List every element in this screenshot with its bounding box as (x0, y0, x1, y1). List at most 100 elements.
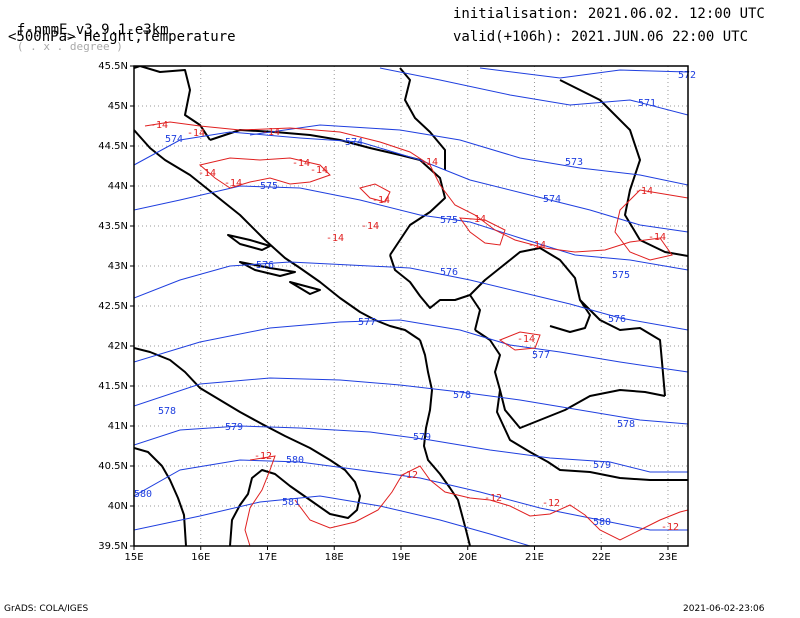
axes: 15E 16E 17E 18E 19E 20E 21E 22E 23E 39.5N 40N 40.5N… (98, 61, 677, 563)
grid-note: ( . x . degree ) (16, 40, 123, 53)
tick-label-lat: 40N (108, 501, 128, 512)
label-temp-m14a: -14 (150, 120, 168, 131)
label-height-573: 573 (565, 157, 583, 168)
label-temp-m14i: -14 (372, 195, 390, 206)
label-temp-m14f: -14 (292, 158, 310, 169)
label-height-576b: 576 (440, 267, 458, 278)
label-temp-m14d: -14 (420, 157, 438, 168)
valid-time: valid(+106h): 2021.JUN.06 22:00 UTC (453, 29, 749, 45)
coastline-italy-heel (134, 447, 187, 546)
contour-576 (134, 261, 688, 331)
tick-label-lat: 41.5N (98, 381, 128, 392)
label-height-577b: 577 (532, 350, 550, 361)
label-temp-m14g: -14 (224, 178, 242, 189)
contour-575 (134, 185, 688, 271)
label-temp-m14o: -14 (648, 232, 666, 243)
contour-578 (134, 377, 688, 425)
contour-572 (479, 67, 688, 79)
tick-label-lat: 45.5N (98, 61, 128, 72)
border-macedonia (474, 329, 666, 429)
coastline-albania (419, 339, 471, 546)
label-height-580b: 580 (286, 455, 304, 466)
label-temp-m14c: -14 (262, 127, 280, 138)
label-height-571: 571 (638, 98, 656, 109)
contour-571 (379, 67, 688, 116)
island-hvar (227, 234, 271, 251)
label-temp-m14e: -14 (198, 168, 216, 179)
tick-label-lat: 43N (108, 261, 128, 272)
border-montenegro (389, 254, 481, 331)
label-temp-m14m: -14 (528, 240, 546, 251)
label-height-579a: 579 (225, 422, 243, 433)
label-height-578b: 578 (453, 390, 471, 401)
label-temp-m12d: -12 (542, 498, 560, 509)
footer-credit: GrADS: COLA/IGES (4, 604, 89, 614)
label-height-578c: 578 (617, 419, 635, 430)
contour-580 (134, 459, 688, 531)
label-height-576c: 576 (608, 314, 626, 325)
isotherm-m12-b (294, 465, 688, 541)
island-korcula (239, 261, 296, 277)
tick-label-lat: 40.5N (98, 461, 128, 472)
tick-label-lat: 42.5N (98, 301, 128, 312)
isotherm-m14-a (144, 121, 688, 261)
tick-label-lon: 17E (258, 552, 277, 563)
label-height-574a: 574 (165, 134, 183, 145)
border-romania (559, 79, 688, 257)
contour-577 (134, 319, 688, 373)
label-temp-m14p: -14 (517, 334, 535, 345)
label-temp-m12b: -12 (400, 470, 418, 481)
label-temp-m12a: -12 (254, 451, 272, 462)
coastline-italy (134, 347, 361, 546)
model-name: f-nmmE_v3.9.1-e3km (16, 22, 169, 38)
tick-label-lat: 39.5N (98, 541, 128, 552)
label-height-575a: 575 (260, 181, 278, 192)
coastline-borders (134, 66, 688, 546)
coastline-istria (134, 66, 211, 141)
label-temp-m12e: -12 (661, 522, 679, 533)
contour-579 (134, 425, 688, 473)
contour-574 (134, 131, 688, 233)
label-height-577a: 577 (358, 317, 376, 328)
isotherm-m14-c (359, 183, 391, 203)
tick-label-lon: 16E (191, 552, 210, 563)
coastline-croatia (134, 129, 421, 341)
footer-timestamp: 2021-06-02-23:06 (683, 604, 765, 614)
label-height-580a: 580 (134, 489, 152, 500)
tick-label-lat: 41N (108, 421, 128, 432)
tick-label-lat: 44N (108, 181, 128, 192)
init-time: initialisation: 2021.06.02. 12:00 UTC (453, 6, 765, 22)
contour-581 (134, 495, 531, 546)
isotherm-m14-d (458, 217, 506, 246)
label-temp-m12c: -12 (484, 493, 502, 504)
border-serbia (399, 67, 446, 170)
label-temp-m14k: -14 (361, 221, 379, 232)
label-height-579b: 579 (413, 432, 431, 443)
tick-label-lon: 21E (525, 552, 544, 563)
label-temp-m14n: -14 (635, 186, 653, 197)
island-mljet (289, 281, 321, 295)
temperature-contours (144, 121, 688, 546)
height-contours (134, 67, 688, 546)
tick-label-lon: 20E (458, 552, 477, 563)
label-height-576a: 576 (256, 260, 274, 271)
tick-label-lat: 42N (108, 341, 128, 352)
graticule (134, 66, 688, 546)
tick-label-lon: 18E (325, 552, 344, 563)
label-height-581: 581 (282, 497, 300, 508)
isotherm-m12-a (244, 455, 276, 546)
tick-label-lon: 22E (592, 552, 611, 563)
label-height-578a: 578 (158, 406, 176, 417)
label-temp-m14j: -14 (326, 233, 344, 244)
label-height-575b: 575 (440, 215, 458, 226)
label-height-580c: 580 (593, 517, 611, 528)
label-height-572: 572 (678, 70, 696, 81)
label-height-574b: 574 (345, 137, 363, 148)
label-height-579c: 579 (593, 460, 611, 471)
label-temp-m14b: -14 (187, 128, 205, 139)
tick-label-lat: 45N (108, 101, 128, 112)
border-bulgaria (579, 299, 666, 397)
border-greece (496, 389, 688, 481)
contour-573 (249, 124, 688, 186)
